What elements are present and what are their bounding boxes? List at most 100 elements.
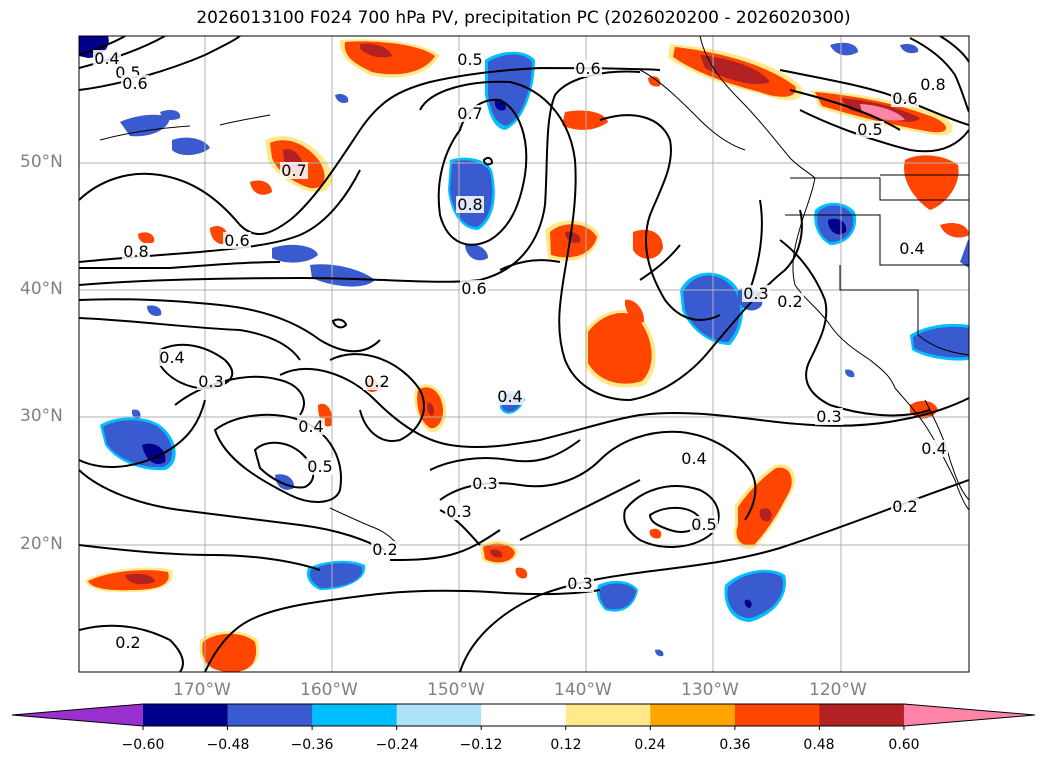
colorbar-segment: [650, 704, 736, 726]
contour-label: 0.7: [281, 161, 306, 180]
coastlines: [99, 36, 969, 546]
lon-label-160w: 160°W: [300, 680, 358, 700]
contour-label: 0.6: [892, 89, 917, 108]
map-title: 2026013100 F024 700 hPa PV, precipitatio…: [196, 8, 851, 28]
contour-label-bg: [898, 240, 926, 257]
contour-label-bg: [445, 503, 473, 520]
colorbar-extend-low: [12, 704, 143, 726]
colorbar-tick-label: 0.48: [803, 737, 835, 753]
contour-label-bg: [460, 280, 488, 297]
contour-label-bg: [566, 575, 594, 592]
contour-label-bg: [363, 373, 391, 390]
colorbar-tick-label: −0.60: [121, 737, 165, 753]
contour-label-bg: [371, 541, 399, 558]
lat-label-40n: 40°N: [20, 279, 63, 299]
lat-label-50n: 50°N: [20, 152, 63, 172]
lat-label-30n: 30°N: [20, 406, 63, 426]
colorbar-tick-label: 0.60: [888, 737, 920, 753]
contour-label-bg: [891, 498, 919, 515]
contour-label: 0.4: [298, 417, 323, 436]
colorbar: [11, 703, 1036, 730]
contour-label: 0.6: [575, 59, 600, 78]
colorbar-extend-high: [903, 704, 1035, 726]
contour-label: 0.4: [899, 239, 924, 258]
contour-label-bg: [742, 285, 770, 302]
contour-label: 0.2: [372, 540, 397, 559]
contour-label: 0.2: [364, 372, 389, 391]
contour-label-bg: [121, 75, 149, 92]
contour-label-bg: [574, 60, 602, 77]
contour-label: 0.4: [921, 439, 946, 458]
contour-label-bg: [891, 90, 919, 107]
contour-label-bg: [456, 51, 484, 68]
contour-label-bg: [122, 243, 150, 260]
pv-contour-labels: 0.40.50.60.5 0.60.70.70.80.60.80.60.40.3 0…: [93, 49, 948, 652]
contour-label-bg: [856, 121, 884, 138]
colorbar-tick-label: −0.24: [375, 737, 419, 753]
contour-label: 0.8: [920, 75, 945, 94]
contour-label: 0.5: [857, 120, 882, 139]
colorbar-tick-label: −0.48: [206, 737, 250, 753]
contour-label-bg: [776, 293, 804, 310]
contour-label: 0.4: [159, 348, 184, 367]
colorbar-tick-label: 0.36: [719, 737, 751, 753]
contour-label-bg: [158, 349, 186, 366]
colorbar-segment: [227, 704, 313, 726]
precip-negative-areas: [79, 36, 969, 657]
contour-label: 0.8: [123, 242, 148, 261]
lon-label-140w: 140°W: [554, 680, 612, 700]
plot-frame: [78, 35, 970, 673]
contour-label: 0.4: [94, 49, 119, 68]
contour-label-bg: [456, 105, 484, 122]
contour-label-bg: [815, 408, 843, 425]
colorbar-tick-label: −0.36: [290, 737, 334, 753]
contour-label-bg: [197, 373, 225, 390]
colorbar-segment: [819, 704, 905, 726]
colorbar-tick-label: −0.12: [459, 737, 503, 753]
colorbar-segment: [143, 704, 229, 726]
contour-label: 0.3: [198, 372, 223, 391]
contour-label: 0.8: [457, 195, 482, 214]
contour-label-bg: [280, 162, 308, 179]
contour-label: 0.4: [681, 449, 706, 468]
contour-label: 0.6: [224, 231, 249, 250]
contour-label-bg: [456, 196, 484, 213]
contour-label: 0.7: [457, 104, 482, 123]
contour-label: 0.3: [743, 284, 768, 303]
colorbar-tick-label: 0.24: [634, 737, 666, 753]
contour-label: 0.3: [446, 502, 471, 521]
precip-positive-areas: [85, 39, 969, 672]
contour-label: 0.3: [816, 407, 841, 426]
colorbar-segment: [734, 704, 820, 726]
lon-label-120w: 120°W: [809, 680, 867, 700]
contour-label-bg: [920, 440, 948, 457]
lon-label-130w: 130°W: [681, 680, 739, 700]
contour-label: 0.6: [122, 74, 147, 93]
contour-label: 0.5: [457, 50, 482, 69]
lon-label-170w: 170°W: [173, 680, 231, 700]
contour-label: 0.3: [567, 574, 592, 593]
colorbar-segment: [396, 704, 482, 726]
contour-label: 0.5: [691, 515, 716, 534]
contour-label: 0.4: [497, 387, 522, 406]
colorbar-segment: [312, 704, 398, 726]
colorbar-segment: [481, 704, 567, 726]
contour-label: 0.2: [777, 292, 802, 311]
contour-label-bg: [114, 634, 142, 651]
contour-label-bg: [496, 388, 524, 405]
contour-label-bg: [306, 458, 334, 475]
contour-label-bg: [223, 232, 251, 249]
contour-label-bg: [919, 76, 947, 93]
contour-label-bg: [690, 516, 718, 533]
lat-label-20n: 20°N: [20, 534, 63, 554]
contour-label: 0.3: [472, 474, 497, 493]
contour-label: 0.5: [307, 457, 332, 476]
contour-label: 0.2: [115, 633, 140, 652]
contour-label-bg: [93, 50, 121, 67]
lon-label-150w: 150°W: [427, 680, 485, 700]
contour-label-bg: [680, 450, 708, 467]
contour-label-bg: [471, 475, 499, 492]
contour-label: 0.6: [461, 279, 486, 298]
contour-label-bg: [297, 418, 325, 435]
